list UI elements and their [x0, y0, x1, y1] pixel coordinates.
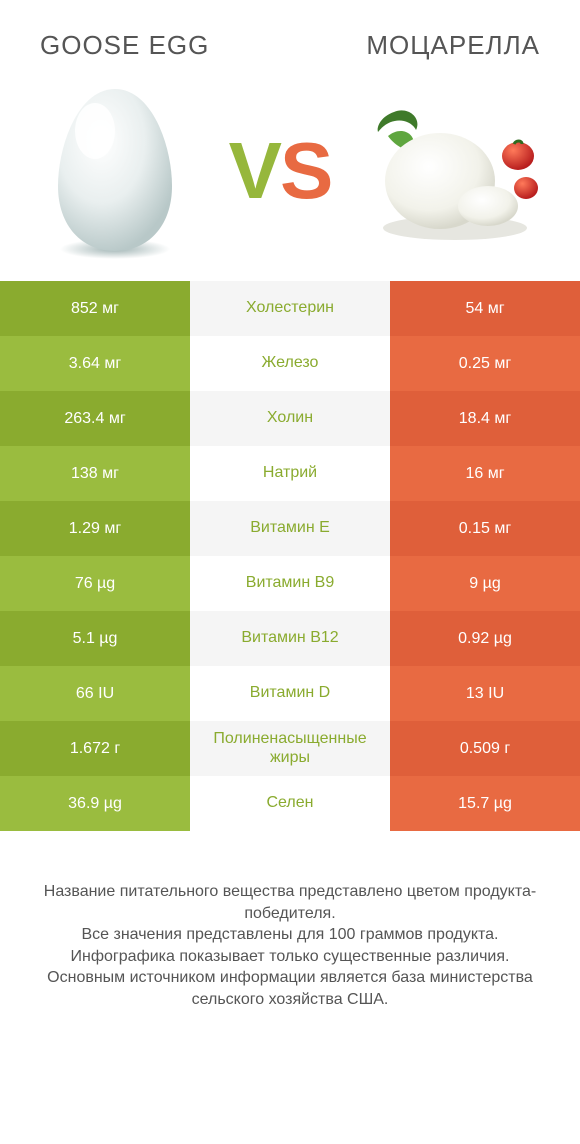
right-value-cell: 16 мг: [390, 446, 580, 501]
nutrient-label: Витамин E: [250, 519, 330, 537]
nutrient-row: 76 µg Витамин B9 9 µg: [0, 556, 580, 611]
right-value-cell: 13 IU: [390, 666, 580, 721]
nutrient-row: 66 IU Витамин D 13 IU: [0, 666, 580, 721]
right-value-cell: 54 мг: [390, 281, 580, 336]
nutrient-label: Витамин B9: [246, 574, 334, 592]
vs-s: S: [280, 126, 331, 215]
nutrient-label: Селен: [267, 794, 314, 812]
footer-notes: Название питательного вещества представл…: [0, 831, 580, 1011]
nutrient-row: 5.1 µg Витамин B12 0.92 µg: [0, 611, 580, 666]
nutrient-label-cell: Холин: [190, 391, 390, 446]
nutrient-label-cell: Селен: [190, 776, 390, 831]
left-value-cell: 1.672 г: [0, 721, 190, 776]
nutrient-label: Натрий: [263, 464, 317, 482]
nutrient-label-cell: Холестерин: [190, 281, 390, 336]
nutrient-label-cell: Натрий: [190, 446, 390, 501]
hero-row: VS: [0, 61, 580, 281]
left-product-title: Goose egg: [40, 30, 209, 61]
nutrient-row: 138 мг Натрий 16 мг: [0, 446, 580, 501]
goose-egg-illustration: [40, 81, 190, 261]
left-value-cell: 3.64 мг: [0, 336, 190, 391]
right-value-cell: 18.4 мг: [390, 391, 580, 446]
nutrient-label-cell: Железо: [190, 336, 390, 391]
left-value-cell: 263.4 мг: [0, 391, 190, 446]
nutrient-label: Железо: [262, 354, 319, 372]
nutrient-row: 852 мг Холестерин 54 мг: [0, 281, 580, 336]
nutrient-label-cell: Витамин D: [190, 666, 390, 721]
vs-label: VS: [229, 125, 332, 217]
left-value-cell: 852 мг: [0, 281, 190, 336]
left-value-cell: 76 µg: [0, 556, 190, 611]
nutrient-label: Витамин B12: [241, 629, 338, 647]
right-value-cell: 0.509 г: [390, 721, 580, 776]
nutrient-label-cell: Витамин B9: [190, 556, 390, 611]
left-value-cell: 138 мг: [0, 446, 190, 501]
left-value-cell: 5.1 µg: [0, 611, 190, 666]
left-value-cell: 1.29 мг: [0, 501, 190, 556]
nutrient-row: 1.29 мг Витамин E 0.15 мг: [0, 501, 580, 556]
right-value-cell: 0.15 мг: [390, 501, 580, 556]
nutrient-label-cell: Полиненасыщенные жиры: [190, 721, 390, 776]
nutrient-table: 852 мг Холестерин 54 мг 3.64 мг Железо 0.25 м…: [0, 281, 580, 831]
nutrient-label-cell: Витамин B12: [190, 611, 390, 666]
right-value-cell: 15.7 µg: [390, 776, 580, 831]
left-value-cell: 36.9 µg: [0, 776, 190, 831]
right-value-cell: 0.25 мг: [390, 336, 580, 391]
nutrient-label: Холестерин: [246, 299, 334, 317]
mozzarella-illustration: [370, 96, 540, 246]
footer-line-1: Название питательного вещества представл…: [28, 881, 552, 924]
nutrient-label: Полиненасыщенные жиры: [194, 730, 386, 767]
footer-line-2: Все значения представлены для 100 граммо…: [28, 924, 552, 946]
comparison-header: Goose egg Моцарелла: [0, 0, 580, 61]
nutrient-row: 36.9 µg Селен 15.7 µg: [0, 776, 580, 831]
right-value-cell: 9 µg: [390, 556, 580, 611]
nutrient-row: 263.4 мг Холин 18.4 мг: [0, 391, 580, 446]
footer-line-3: Инфографика показывает только существенн…: [28, 946, 552, 968]
nutrient-label: Холин: [267, 409, 313, 427]
footer-line-4: Основным источником информации является …: [28, 967, 552, 1010]
right-value-cell: 0.92 µg: [390, 611, 580, 666]
nutrient-label: Витамин D: [250, 684, 330, 702]
nutrient-row: 3.64 мг Железо 0.25 мг: [0, 336, 580, 391]
right-product-title: Моцарелла: [366, 30, 540, 61]
nutrient-label-cell: Витамин E: [190, 501, 390, 556]
nutrient-row: 1.672 гПолиненасыщенные жиры0.509 г: [0, 721, 580, 776]
vs-v: V: [229, 126, 280, 215]
left-value-cell: 66 IU: [0, 666, 190, 721]
